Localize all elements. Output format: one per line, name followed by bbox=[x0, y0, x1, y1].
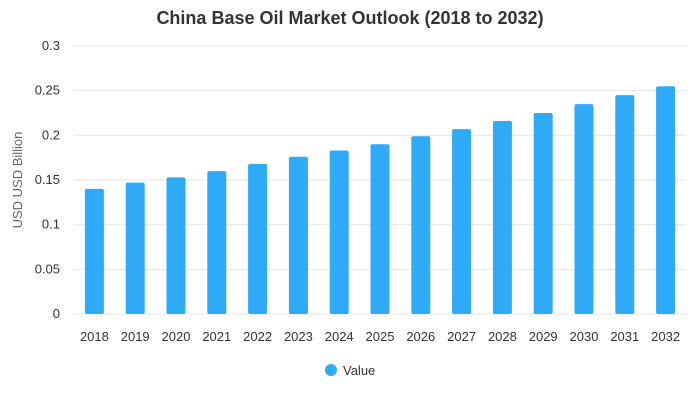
bar-2024[interactable] bbox=[329, 150, 349, 314]
x-axis-ticks: 2018 2019 2020 2021 2022 2023 2024 2025 2026 2027… bbox=[80, 329, 680, 344]
x-tick-label: 2022 bbox=[243, 329, 272, 344]
x-tick-label: 2026 bbox=[406, 329, 435, 344]
y-tick-label: 0.15 bbox=[35, 172, 60, 187]
x-tick-label: 2019 bbox=[121, 329, 150, 344]
y-tick-label: 0.3 bbox=[42, 38, 60, 53]
bar-2025[interactable] bbox=[370, 144, 390, 314]
legend-marker-value bbox=[325, 364, 337, 376]
x-tick-label: 2028 bbox=[488, 329, 517, 344]
bar-2028[interactable] bbox=[492, 121, 512, 314]
bar-2020[interactable] bbox=[166, 177, 186, 314]
x-tick-label: 2018 bbox=[80, 329, 109, 344]
x-tick-label: 2032 bbox=[651, 329, 680, 344]
x-tick-label: 2031 bbox=[610, 329, 639, 344]
x-tick-label: 2025 bbox=[366, 329, 395, 344]
bar-2019[interactable] bbox=[125, 182, 145, 314]
y-tick-label: 0.05 bbox=[35, 261, 60, 276]
x-tick-label: 2029 bbox=[529, 329, 558, 344]
bar-2023[interactable] bbox=[288, 156, 308, 314]
x-tick-label: 2023 bbox=[284, 329, 313, 344]
bars bbox=[84, 86, 676, 314]
y-tick-label: 0.25 bbox=[35, 83, 60, 98]
bar-2021[interactable] bbox=[207, 171, 227, 314]
bar-2022[interactable] bbox=[248, 163, 268, 314]
x-tick-label: 2030 bbox=[570, 329, 599, 344]
bar-2026[interactable] bbox=[411, 136, 431, 314]
bar-2018[interactable] bbox=[84, 188, 104, 314]
x-tick-label: 2024 bbox=[325, 329, 354, 344]
legend-label-value: Value bbox=[343, 363, 375, 378]
legend[interactable]: Value bbox=[325, 363, 375, 378]
x-tick-label: 2020 bbox=[162, 329, 191, 344]
bar-2027[interactable] bbox=[452, 129, 472, 314]
y-axis-label: USD USD Billion bbox=[10, 132, 25, 229]
bar-2029[interactable] bbox=[533, 113, 553, 314]
chart-title: China Base Oil Market Outlook (2018 to 2… bbox=[156, 8, 543, 28]
y-tick-label: 0.2 bbox=[42, 127, 60, 142]
x-tick-label: 2027 bbox=[447, 329, 476, 344]
bar-2031[interactable] bbox=[615, 95, 635, 314]
y-tick-label: 0 bbox=[53, 306, 60, 321]
bar-2030[interactable] bbox=[574, 104, 594, 314]
bar-2032[interactable] bbox=[656, 86, 676, 314]
y-tick-label: 0.1 bbox=[42, 217, 60, 232]
x-tick-label: 2021 bbox=[202, 329, 231, 344]
y-axis-ticks: 0 0.05 0.1 0.15 0.2 0.25 0.3 bbox=[35, 38, 60, 321]
